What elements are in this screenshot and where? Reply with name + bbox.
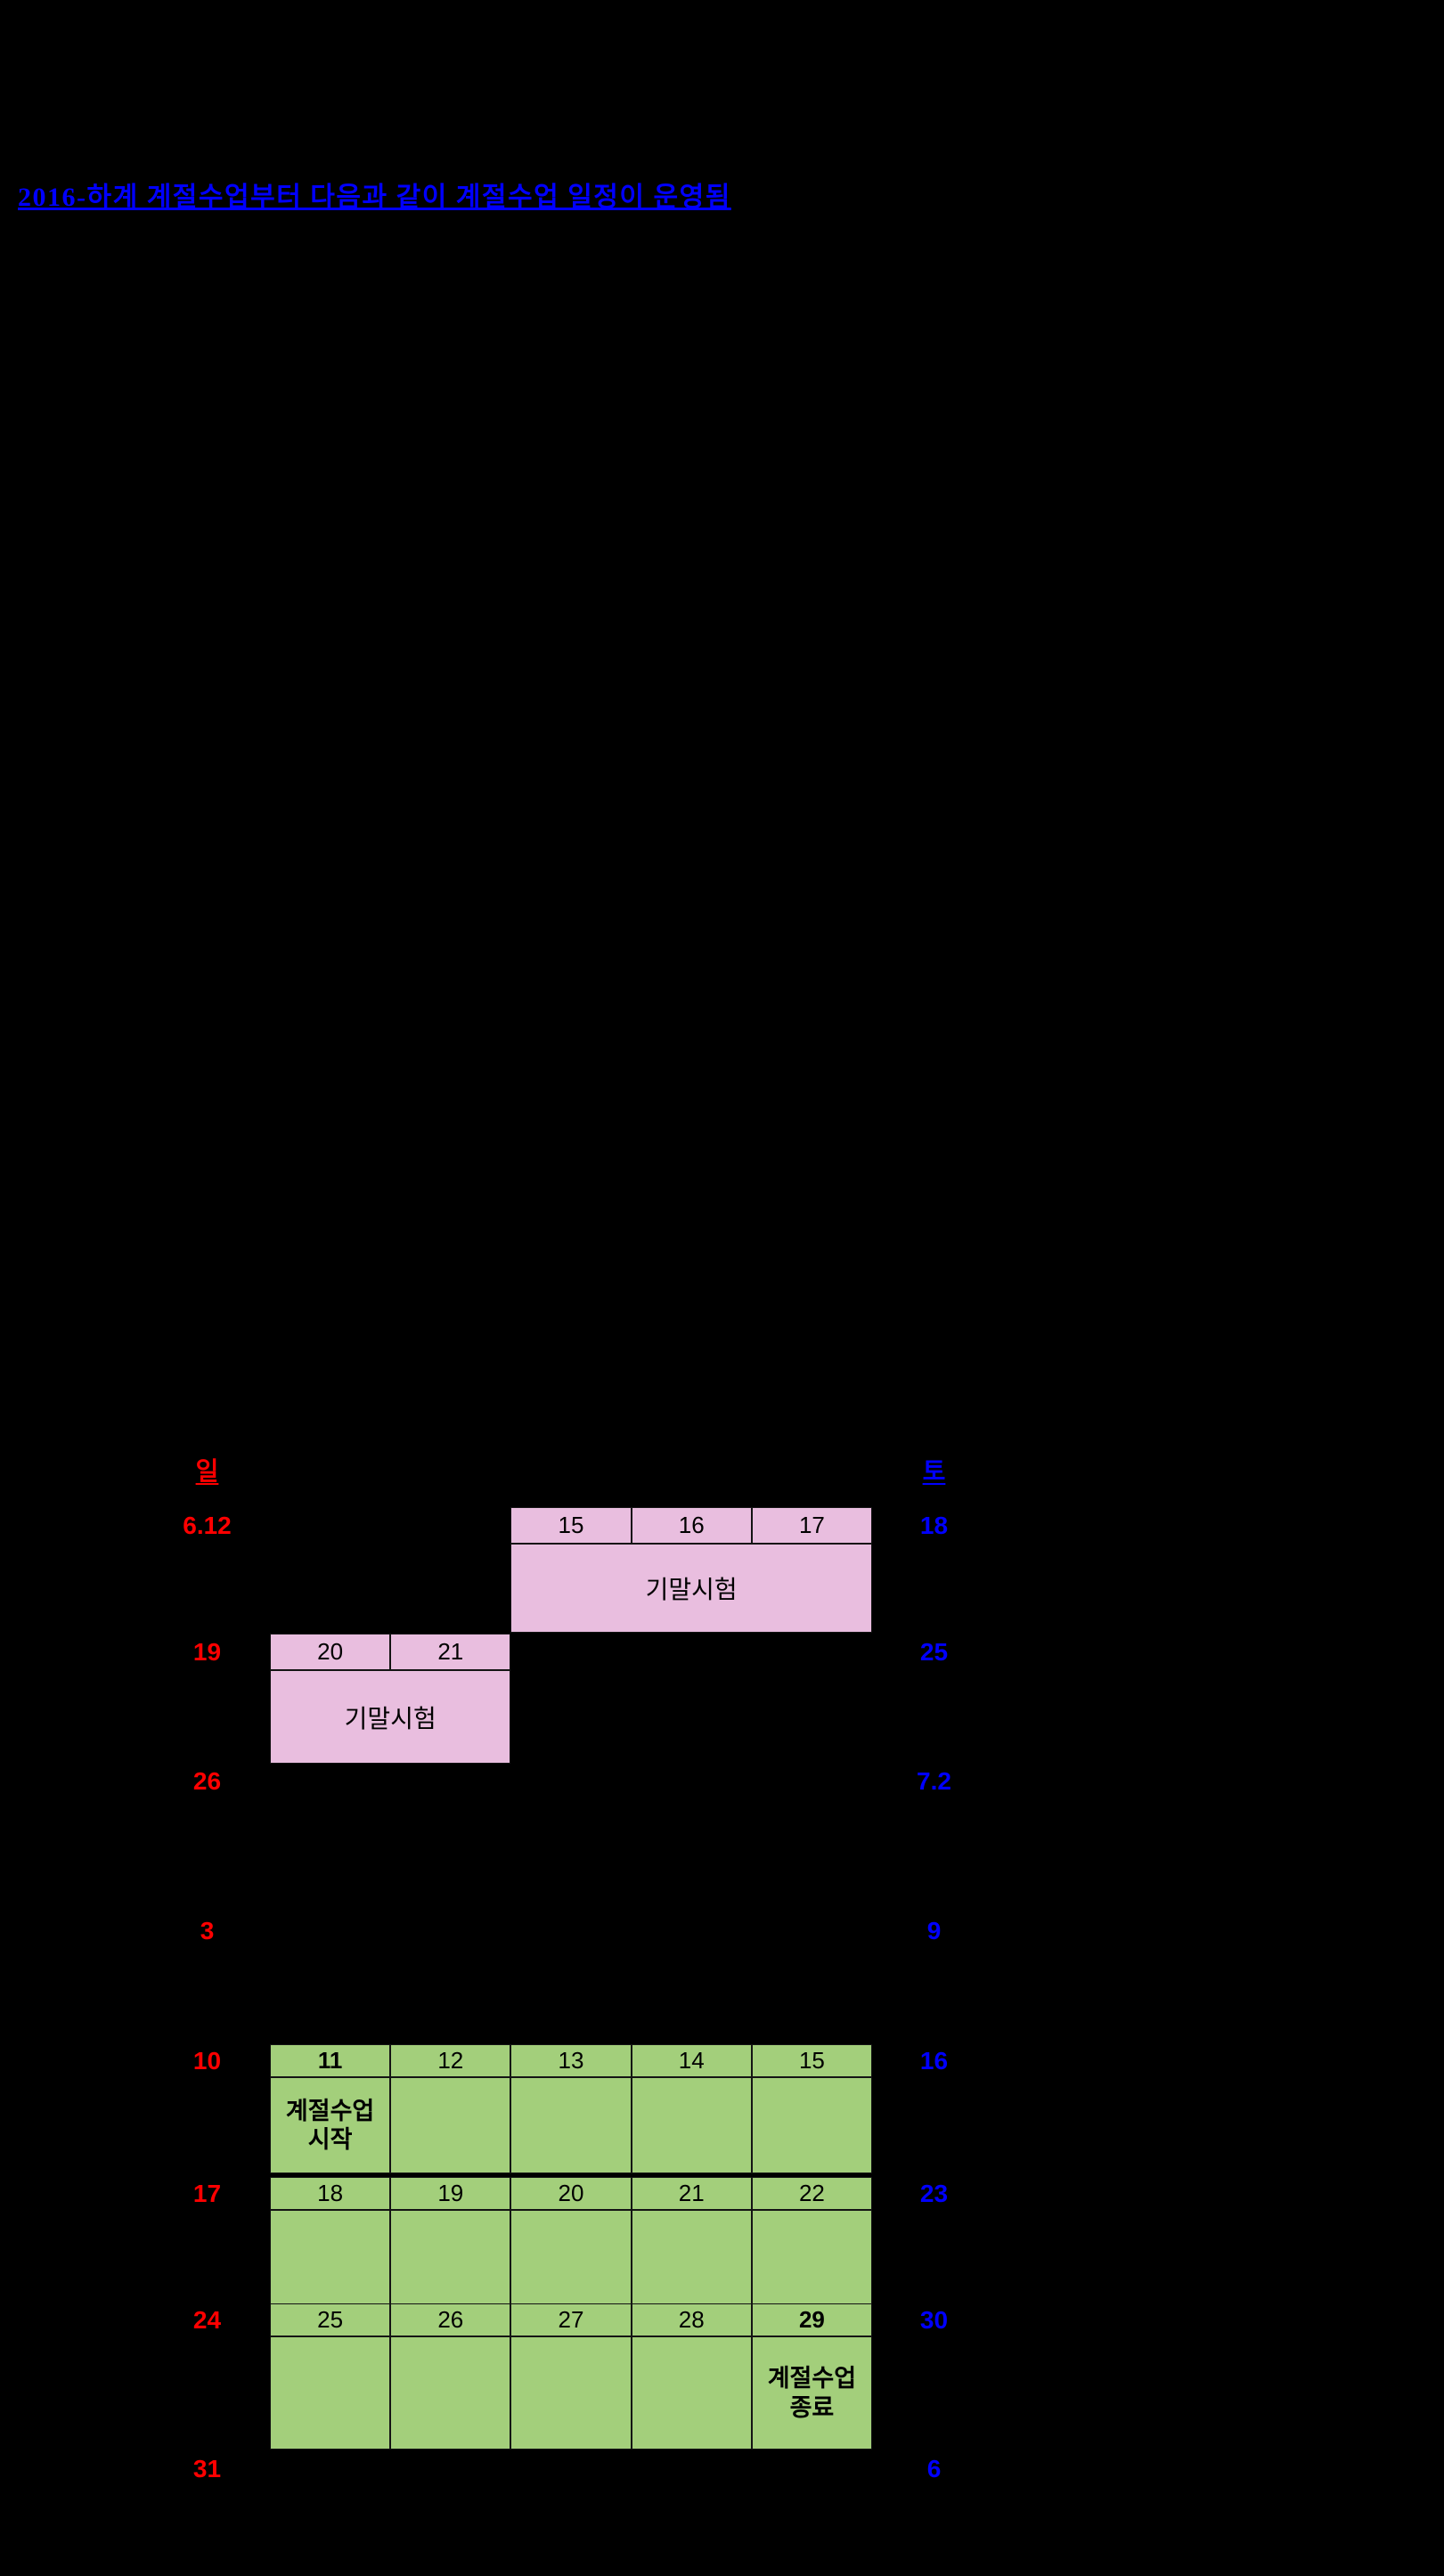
day-number-cell: 15	[751, 2044, 873, 2077]
day-number-cell: 20	[510, 2177, 632, 2210]
day-number-cell: 14	[631, 2044, 752, 2077]
day-number-cell: 17	[751, 1507, 872, 1544]
day-number-row: 18 19 20 21 22	[270, 2177, 873, 2210]
sunday-date-label: 10	[192, 2046, 222, 2075]
day-number-cell: 27	[510, 2303, 632, 2336]
saturday-date-label: 23	[919, 2179, 949, 2207]
saturday-date-label: 25	[919, 1637, 949, 1666]
exam-note-cell: 기말시험	[270, 1670, 511, 1764]
day-content-cell	[510, 2336, 632, 2450]
class-note-cell: 계절수업 시작	[270, 2077, 391, 2173]
day-number-cell: 11	[270, 2044, 391, 2077]
sunday-date-label: 24	[192, 2305, 222, 2334]
day-number-row: 25 26 27 28 29	[270, 2303, 873, 2336]
sunday-date-label: 31	[192, 2455, 222, 2482]
day-content-cell	[631, 2210, 752, 2304]
sunday-date-label: 3	[200, 1917, 215, 1944]
day-content-cell	[390, 2210, 511, 2304]
day-number-cell: 20	[270, 1634, 391, 1670]
day-number-cell: 12	[390, 2044, 511, 2077]
day-content-cell	[390, 2077, 511, 2173]
sunday-date-label: 17	[192, 2179, 222, 2207]
saturday-date-label: 7.2	[917, 1767, 951, 1795]
saturday-date-label: 30	[919, 2305, 949, 2334]
saturday-date-label: 18	[919, 1511, 949, 1539]
day-number-cell: 21	[390, 1634, 511, 1670]
sunday-date-label: 6.12	[183, 1511, 232, 1539]
day-content-cell	[270, 2336, 391, 2450]
day-number-cell: 26	[390, 2303, 511, 2336]
saturday-date-label: 9	[926, 1917, 942, 1944]
day-number-row: 20 21	[270, 1634, 511, 1670]
exam-note-cell: 기말시험	[510, 1544, 872, 1633]
day-content-cell	[270, 2210, 391, 2304]
day-content-row: 계절수업 종료	[270, 2336, 873, 2450]
day-content-cell	[390, 2336, 511, 2450]
day-number-cell: 18	[270, 2177, 391, 2210]
sunday-date-label: 19	[192, 1637, 222, 1666]
day-number-cell: 16	[631, 1507, 752, 1544]
day-number-cell: 25	[270, 2303, 391, 2336]
weekday-header-saturday: 토	[922, 1457, 946, 1485]
day-number-cell: 19	[390, 2177, 511, 2210]
day-number-cell: 15	[510, 1507, 632, 1544]
class-week-band: 25 26 27 28 29 계절수업 종료	[270, 2303, 873, 2450]
day-content-cell	[631, 2336, 752, 2450]
day-content-row	[270, 2210, 873, 2304]
day-content-row: 계절수업 시작	[270, 2077, 873, 2173]
page-title: 2016-하계 계절수업부터 다음과 같이 계절수업 일정이 운영됨	[18, 183, 731, 212]
day-content-cell	[510, 2077, 632, 2173]
class-note-cell: 계절수업 종료	[751, 2336, 873, 2450]
day-content-cell	[631, 2077, 752, 2173]
day-number-cell: 28	[631, 2303, 752, 2336]
day-content-cell	[751, 2210, 873, 2304]
day-number-row: 11 12 13 14 15	[270, 2044, 873, 2077]
day-number-row: 15 16 17	[510, 1507, 872, 1544]
saturday-date-label: 6	[926, 2455, 942, 2482]
day-number-cell: 13	[510, 2044, 632, 2077]
weekday-header-sunday: 일	[195, 1457, 219, 1485]
exam-week-band: 20 21 기말시험	[270, 1634, 511, 1764]
day-content-cell	[751, 2077, 873, 2173]
day-content-cell	[510, 2210, 632, 2304]
class-week-band: 18 19 20 21 22	[270, 2177, 873, 2304]
class-week-band: 11 12 13 14 15 계절수업 시작	[270, 2044, 873, 2173]
exam-week-band: 15 16 17 기말시험	[510, 1507, 872, 1633]
day-number-cell: 29	[751, 2303, 873, 2336]
day-number-cell: 22	[751, 2177, 873, 2210]
sunday-date-label: 26	[192, 1767, 222, 1795]
saturday-date-label: 16	[919, 2046, 949, 2075]
day-number-cell: 21	[631, 2177, 752, 2210]
